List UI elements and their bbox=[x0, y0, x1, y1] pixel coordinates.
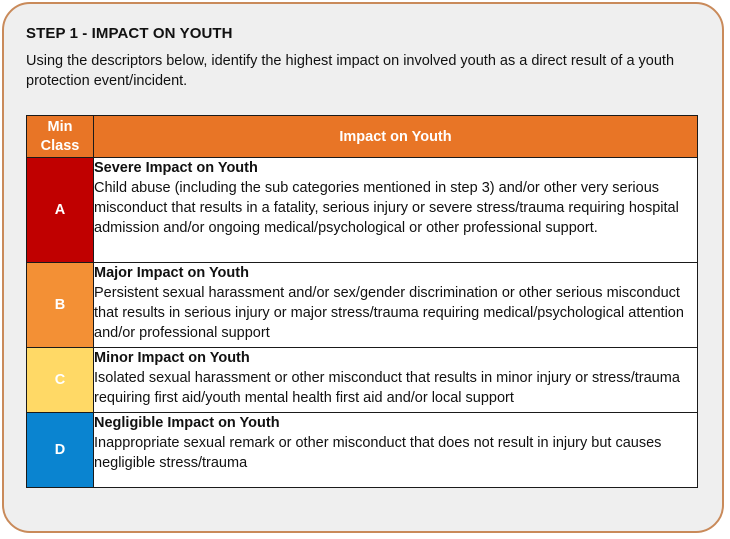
impact-text: Persistent sexual harassment and/or sex/… bbox=[94, 285, 684, 341]
table-row: D Negligible Impact on Youth Inappropria… bbox=[26, 412, 698, 488]
description-cell: Severe Impact on Youth Child abuse (incl… bbox=[93, 157, 698, 263]
table-header-row: Min Class Impact on Youth bbox=[26, 115, 698, 158]
section-title: STEP 1 - IMPACT ON YOUTH bbox=[26, 25, 233, 42]
impact-text: Inappropriate sexual remark or other mis… bbox=[94, 435, 662, 471]
table-row: A Severe Impact on Youth Child abuse (in… bbox=[26, 157, 698, 263]
table-row: B Major Impact on Youth Persistent sexua… bbox=[26, 262, 698, 348]
impact-card: STEP 1 - IMPACT ON YOUTH Using the descr… bbox=[2, 2, 724, 533]
header-min-class: Min Class bbox=[26, 115, 94, 158]
description-cell: Minor Impact on Youth Isolated sexual ha… bbox=[93, 347, 698, 413]
class-cell-b: B bbox=[26, 262, 94, 348]
description-cell: Negligible Impact on Youth Inappropriate… bbox=[93, 412, 698, 488]
impact-table: Min Class Impact on Youth A Severe Impac… bbox=[26, 115, 698, 488]
description-cell: Major Impact on Youth Persistent sexual … bbox=[93, 262, 698, 348]
impact-heading: Negligible Impact on Youth bbox=[94, 415, 280, 431]
class-cell-c: C bbox=[26, 347, 94, 413]
class-cell-a: A bbox=[26, 157, 94, 263]
intro-text: Using the descriptors below, identify th… bbox=[26, 53, 675, 89]
impact-text: Isolated sexual harassment or other misc… bbox=[94, 370, 680, 406]
impact-heading: Minor Impact on Youth bbox=[94, 350, 250, 366]
impact-text: Child abuse (including the sub categorie… bbox=[94, 180, 679, 236]
header-impact: Impact on Youth bbox=[93, 115, 698, 158]
impact-heading: Severe Impact on Youth bbox=[94, 160, 258, 176]
class-cell-d: D bbox=[26, 412, 94, 488]
table-row: C Minor Impact on Youth Isolated sexual … bbox=[26, 347, 698, 413]
impact-heading: Major Impact on Youth bbox=[94, 265, 249, 281]
